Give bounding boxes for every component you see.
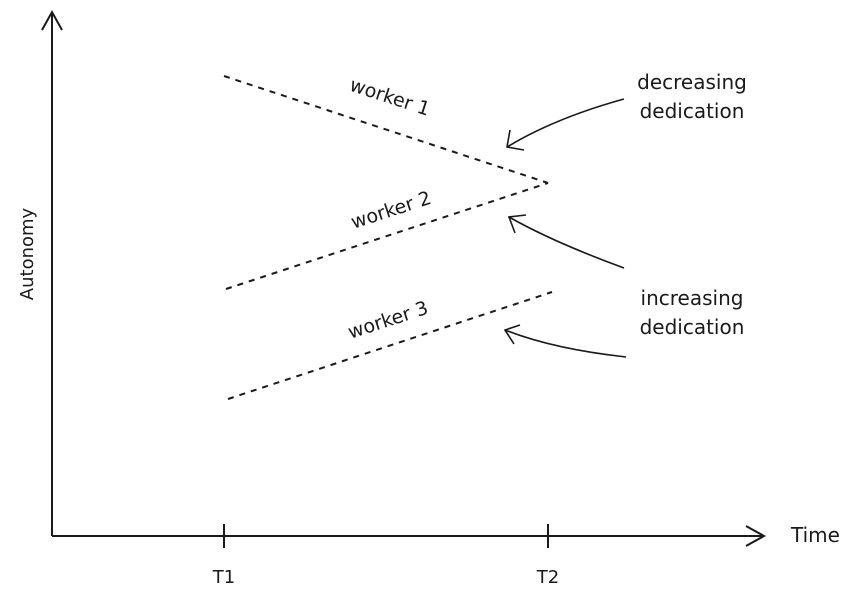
tick-label-t1: T1 (212, 567, 235, 588)
x-axis-label: Time (790, 523, 840, 547)
tick-label-t2: T2 (536, 567, 559, 588)
y-axis-label: Autonomy (17, 207, 38, 300)
decreasing-arrow-curve (506, 98, 625, 148)
worker-3-line (227, 291, 553, 400)
worker-1-line (223, 75, 549, 184)
decreasing-label-line1: decreasing (637, 70, 747, 94)
worker-1-label: worker 1 (347, 74, 433, 121)
y-axis-arrowhead (41, 9, 63, 31)
decreasing-label-line2: dedication (640, 99, 745, 123)
increasing-arrow-upper (507, 214, 625, 269)
increasing-arrow-upper-curve (508, 216, 625, 269)
decreasing-arrowhead (506, 129, 525, 151)
worker-2-label: worker 2 (348, 187, 434, 234)
increasing-arrowhead-lower (503, 324, 521, 345)
decreasing-arrow (506, 98, 625, 151)
worker-3-label: worker 3 (345, 297, 431, 344)
x-axis-arrowhead (745, 525, 767, 547)
increasing-label-line2: dedication (640, 315, 745, 339)
worker-2-line (225, 182, 549, 290)
increasing-arrow-lower-curve (504, 329, 627, 358)
increasing-label-line1: increasing (641, 286, 744, 310)
increasing-arrow-lower (503, 324, 627, 358)
increasing-arrowhead-upper (507, 214, 527, 234)
